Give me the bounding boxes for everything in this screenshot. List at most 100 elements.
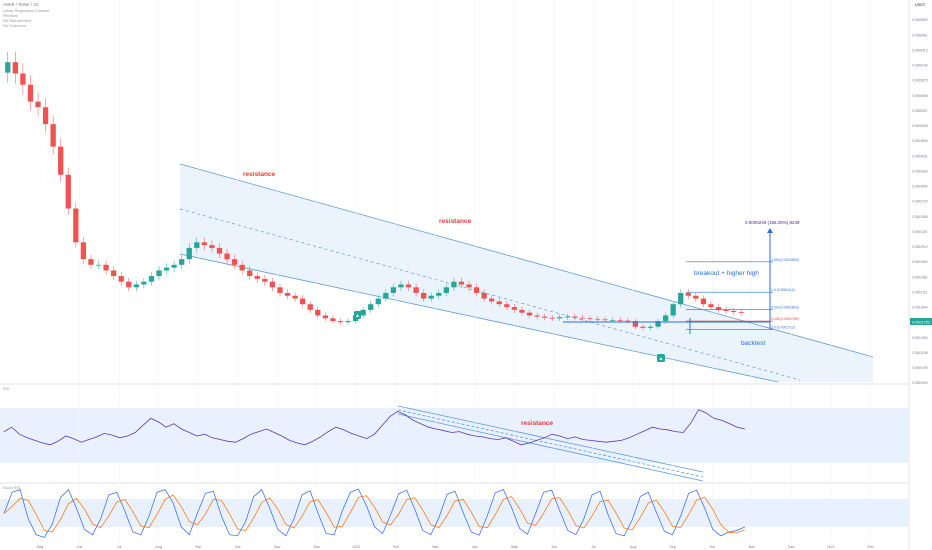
rsi-resistance-line-1[interactable] <box>397 405 704 473</box>
candle-body <box>148 276 155 282</box>
candle-body <box>526 312 533 316</box>
candle-body <box>534 315 540 317</box>
header-legend-2: Fib Retracement <box>3 19 32 23</box>
candle-body <box>670 304 676 316</box>
candle-body <box>171 264 177 268</box>
candle-body <box>110 270 117 277</box>
annotation-resistance-2: resistance <box>439 218 472 225</box>
candle-body <box>685 292 691 296</box>
price-tick-label: 0.0005069 <box>912 124 928 128</box>
fib-level-label: 0.618 (0.0001803) <box>771 306 799 310</box>
candle-body <box>587 318 593 320</box>
price-tick-label: 0.0003456 <box>912 215 928 219</box>
measure-arrow-icon <box>767 228 773 233</box>
time-tick-label: Oct <box>235 545 241 549</box>
candle-body <box>466 284 472 288</box>
candle-body <box>141 281 147 285</box>
candle-body <box>133 284 139 288</box>
time-tick-label: Apr <box>472 545 478 549</box>
candle-body <box>541 316 548 318</box>
currency-label: USDT <box>915 3 926 7</box>
candle-body <box>307 304 313 310</box>
time-axis: May Jun Jul Aug Sep Oct Nov Dec 2021 Feb Mar Apr May… <box>37 545 874 549</box>
candle-body <box>186 247 192 260</box>
price-tick-label: 0.0003994 <box>912 185 928 189</box>
time-tick-label: Dec <box>788 545 795 549</box>
candle-body <box>617 319 623 321</box>
candle-body <box>163 267 170 271</box>
signal-marker-1[interactable] <box>354 311 361 319</box>
channel-upper-line[interactable] <box>179 163 874 358</box>
candle-body <box>194 242 200 248</box>
candle-body <box>413 287 419 293</box>
price-tick-label: 0.0006413 <box>912 48 928 52</box>
last-price-value: 0.0001752 <box>912 321 930 325</box>
time-tick-label: May <box>511 545 518 549</box>
candle-body <box>126 281 132 288</box>
candle-body <box>443 287 449 293</box>
rsi-label: RSI <box>3 387 9 391</box>
candle-body <box>715 307 722 310</box>
candle-body <box>201 242 208 246</box>
rsi-resistance-line-3[interactable] <box>397 413 704 482</box>
price-tick-label: 0.0000769 <box>912 366 928 370</box>
time-tick-label: May <box>37 545 44 549</box>
time-tick-label: 2021 <box>352 545 360 549</box>
price-tick-label: 0.0001038 <box>912 351 928 355</box>
time-tick-label: Jul <box>591 545 596 549</box>
candle-body <box>602 319 608 321</box>
candle-body <box>375 298 381 305</box>
candle-body <box>594 318 601 320</box>
channel-mid-line[interactable] <box>179 208 801 381</box>
candle-body <box>345 321 351 323</box>
candle-body <box>496 301 502 305</box>
price-tick-label: 0.0002919 <box>912 245 928 249</box>
price-tick-label: 0.0005337 <box>912 109 928 113</box>
fib-level-label: 1.618 (0.0002653) <box>771 258 799 262</box>
price-tick-label: 0.0006681 <box>912 33 928 37</box>
stoch-label: Stoch RSI <box>3 486 20 490</box>
price-tick-label: 0.0005875 <box>912 79 928 83</box>
candle-body <box>632 321 639 327</box>
header-symbol: ANKR / Tether / 1D <box>3 2 39 7</box>
candle-body <box>398 284 404 288</box>
candle-body <box>511 307 518 310</box>
candle-body <box>723 309 729 311</box>
candle-body <box>284 292 291 296</box>
annotation-breakout: breakout + higher high <box>694 270 759 277</box>
candle-body <box>360 309 366 316</box>
annotation-measure: 0.0000249 (156.25%) 8249 <box>745 220 800 225</box>
time-tick-label: Jun <box>77 545 83 549</box>
signal-marker-2[interactable] <box>657 354 665 362</box>
candle-body <box>368 304 374 310</box>
fib-level-label: 1.0 (0.0002114) <box>771 288 795 292</box>
time-tick-label: Sep <box>670 545 676 549</box>
header-legend-1: Pitchfork <box>3 14 18 18</box>
channel-lower-line[interactable] <box>179 253 779 383</box>
price-panel <box>0 0 909 383</box>
signal-marker-icon-1: ▲ <box>355 313 360 319</box>
annotation-resistance-rsi: resistance <box>521 420 554 427</box>
candle-body <box>451 281 457 288</box>
candle-body <box>5 62 11 73</box>
candle-body <box>481 292 487 299</box>
time-tick-label: Feb <box>393 545 399 549</box>
price-tick-label: 0.0001306 <box>912 336 928 340</box>
price-tick-label: 0.0004263 <box>912 169 928 173</box>
stoch-k-path <box>3 488 746 538</box>
candle-body <box>80 242 87 260</box>
fib-extension: 1.618 (0.0002653) 1.0 (0.0002114) 0.618 (0… <box>686 258 799 330</box>
candle-body <box>519 309 525 313</box>
rsi-resistance-line-2[interactable] <box>397 409 704 478</box>
rsi-band <box>0 408 909 463</box>
candle-body <box>12 62 18 74</box>
candle-body <box>655 321 661 327</box>
time-tick-label: 2022 <box>827 545 835 549</box>
candle-body <box>216 247 223 254</box>
price-tick-label: 0.0002112 <box>912 290 928 294</box>
candle-body <box>436 292 442 296</box>
candle-body <box>269 281 276 288</box>
last-price-tag[interactable] <box>910 318 932 325</box>
rsi-line <box>3 409 746 446</box>
